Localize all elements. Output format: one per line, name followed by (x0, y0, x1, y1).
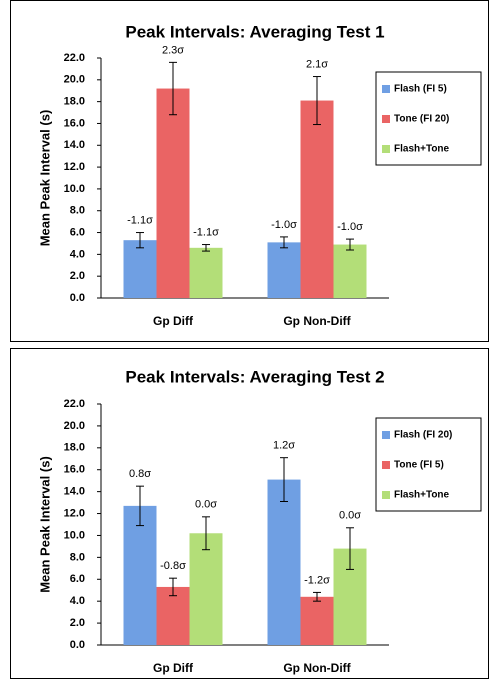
y-tick-label: 2.0 (70, 270, 85, 282)
legend-label: Flash (FI 5) (394, 84, 447, 95)
y-tick-label: 0.0 (70, 292, 85, 304)
y-tick-label: 12.0 (64, 161, 85, 173)
y-tick-label: 10.0 (64, 183, 85, 195)
annotation: -1.1σ (127, 214, 153, 226)
annotation: 2.1σ (306, 58, 328, 70)
y-tick-label: 16.0 (64, 117, 85, 129)
annotation: 1.2σ (273, 440, 295, 452)
legend-label: Flash+Tone (394, 144, 450, 155)
legend-label: Flash (FI 20) (394, 430, 452, 441)
bar (300, 100, 334, 298)
x-tick-label: Gp Diff (153, 661, 194, 675)
y-tick-label: 20.0 (64, 74, 85, 86)
x-tick-label: Gp Non-Diff (283, 314, 351, 328)
y-tick-label: 4.0 (70, 248, 85, 260)
y-tick-label: 6.0 (70, 226, 85, 238)
y-axis-title: Mean Peak Interval (s) (37, 110, 52, 247)
annotation: -1.0σ (271, 219, 297, 231)
y-axis-title: Mean Peak Interval (s) (37, 456, 52, 593)
bar (333, 244, 367, 298)
x-tick-label: Gp Non-Diff (283, 661, 351, 675)
bar (123, 505, 157, 645)
annotation: -1.2σ (304, 574, 330, 586)
y-tick-label: 2.0 (70, 617, 85, 629)
y-tick-label: 4.0 (70, 595, 85, 607)
legend-label: Flash+Tone (394, 490, 450, 501)
legend-frame (375, 71, 482, 166)
legend-swatch (382, 115, 390, 123)
chart-title: Peak Intervals: Averaging Test 2 (125, 367, 384, 386)
legend-swatch (382, 85, 390, 93)
annotation: 0.0σ (339, 510, 361, 522)
y-tick-label: 6.0 (70, 573, 85, 585)
bar (300, 596, 334, 645)
legend-label: Tone (FI 5) (394, 460, 444, 471)
annotation: 0.0σ (195, 499, 217, 511)
y-tick-label: 14.0 (64, 486, 85, 498)
bar (189, 247, 223, 298)
legend-frame (375, 417, 482, 512)
y-tick-label: 8.0 (70, 551, 85, 563)
y-tick-label: 20.0 (64, 420, 85, 432)
annotation: -1.0σ (337, 221, 363, 233)
y-tick-label: 16.0 (64, 464, 85, 476)
y-tick-label: 18.0 (64, 442, 85, 454)
y-tick-label: 12.0 (64, 507, 85, 519)
legend-swatch (382, 491, 390, 499)
bar (267, 479, 301, 645)
bar (156, 586, 190, 645)
annotation: 2.3σ (162, 44, 184, 56)
y-tick-label: 10.0 (64, 529, 85, 541)
chart-title: Peak Intervals: Averaging Test 1 (125, 22, 384, 41)
bar (123, 240, 157, 298)
bar (267, 242, 301, 298)
y-tick-label: 14.0 (64, 139, 85, 151)
legend-swatch (382, 145, 390, 153)
y-tick-label: 18.0 (64, 96, 85, 108)
x-tick-label: Gp Diff (153, 314, 194, 328)
y-tick-label: 22.0 (64, 398, 85, 410)
annotation: -0.8σ (160, 560, 186, 572)
y-tick-label: 0.0 (70, 639, 85, 651)
y-tick-label: 8.0 (70, 205, 85, 217)
annotation: -1.1σ (193, 226, 219, 238)
annotation: 0.8σ (129, 468, 151, 480)
legend-label: Tone (FI 20) (394, 114, 449, 125)
legend-swatch (382, 431, 390, 439)
legend-swatch (382, 461, 390, 469)
y-tick-label: 22.0 (64, 52, 85, 64)
bar (156, 88, 190, 298)
bar (189, 533, 223, 645)
